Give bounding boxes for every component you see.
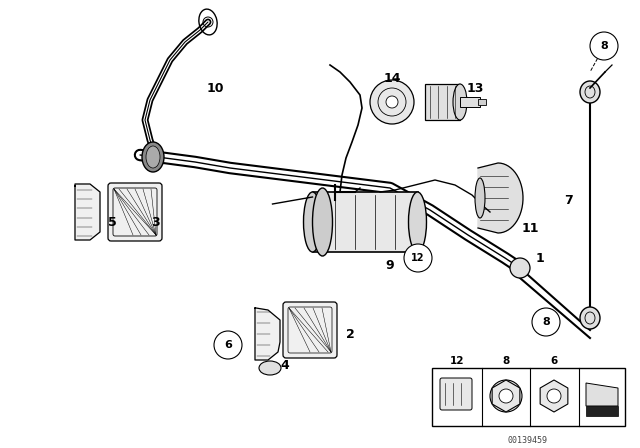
Text: 00139459: 00139459 <box>507 435 547 444</box>
Text: 3: 3 <box>150 215 159 228</box>
Bar <box>432 368 625 426</box>
Polygon shape <box>75 184 100 240</box>
Circle shape <box>490 380 522 412</box>
Circle shape <box>386 96 398 108</box>
Text: 12: 12 <box>412 253 425 263</box>
Text: 11: 11 <box>521 221 539 234</box>
Circle shape <box>510 258 530 278</box>
Polygon shape <box>586 406 618 416</box>
Polygon shape <box>540 380 568 412</box>
FancyBboxPatch shape <box>440 378 472 410</box>
Polygon shape <box>492 380 520 412</box>
Ellipse shape <box>475 178 485 218</box>
Text: 4: 4 <box>280 358 289 371</box>
Ellipse shape <box>312 188 333 256</box>
Circle shape <box>590 32 618 60</box>
Ellipse shape <box>303 192 321 252</box>
Text: 8: 8 <box>542 317 550 327</box>
FancyBboxPatch shape <box>108 183 162 241</box>
Circle shape <box>547 389 561 403</box>
Text: 12: 12 <box>450 356 464 366</box>
Ellipse shape <box>453 84 467 120</box>
Text: 9: 9 <box>386 258 394 271</box>
Text: 6: 6 <box>550 356 557 366</box>
Text: 8: 8 <box>600 41 608 51</box>
Ellipse shape <box>408 192 426 252</box>
Text: 14: 14 <box>383 72 401 85</box>
Bar <box>312 192 417 252</box>
Circle shape <box>404 244 432 272</box>
Circle shape <box>214 331 242 359</box>
Ellipse shape <box>142 142 164 172</box>
Text: 1: 1 <box>536 251 545 264</box>
Text: 13: 13 <box>467 82 484 95</box>
Polygon shape <box>478 163 523 233</box>
Ellipse shape <box>259 361 281 375</box>
Circle shape <box>370 80 414 124</box>
Bar <box>425 84 460 120</box>
Polygon shape <box>586 383 618 406</box>
Text: 6: 6 <box>224 340 232 350</box>
Bar <box>460 97 480 107</box>
Text: 5: 5 <box>108 215 116 228</box>
Text: 7: 7 <box>564 194 573 207</box>
Polygon shape <box>255 308 280 360</box>
Text: 10: 10 <box>206 82 224 95</box>
Ellipse shape <box>146 146 160 168</box>
Ellipse shape <box>580 81 600 103</box>
Circle shape <box>499 389 513 403</box>
Bar <box>478 99 486 105</box>
FancyBboxPatch shape <box>283 302 337 358</box>
Circle shape <box>532 308 560 336</box>
Text: 2: 2 <box>346 327 355 340</box>
Text: 8: 8 <box>502 356 509 366</box>
Ellipse shape <box>580 307 600 329</box>
